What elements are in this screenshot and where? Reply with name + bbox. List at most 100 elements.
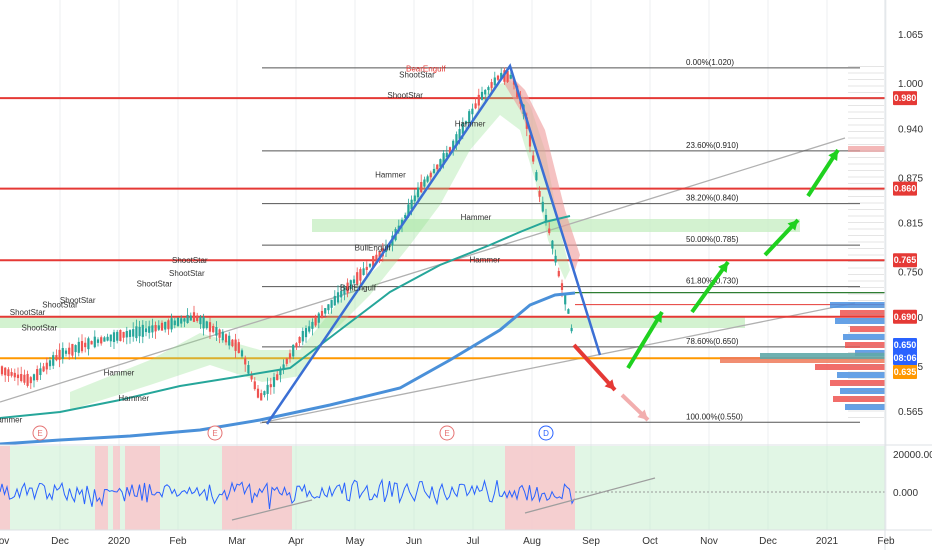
candle-body	[64, 350, 68, 354]
candle-body	[212, 325, 215, 333]
arrow-head	[637, 409, 648, 420]
earnings-marker-label: D	[543, 429, 549, 438]
candle-body	[496, 75, 500, 80]
candle-body	[80, 341, 84, 352]
candle-body	[189, 315, 192, 321]
down-arrow-faded	[620, 393, 650, 422]
volume-profile-text	[848, 378, 884, 379]
candle-body	[532, 155, 535, 162]
volume-profile-poc	[760, 353, 885, 359]
candle-body	[426, 176, 429, 182]
candle-body	[173, 320, 176, 326]
candle-body	[26, 373, 29, 386]
candle-body	[116, 331, 119, 341]
candle-body	[148, 326, 151, 333]
x-tick-label: Aug	[523, 536, 541, 547]
volume-profile-text	[848, 404, 884, 405]
up-arrow	[626, 310, 664, 370]
candle-body	[208, 322, 212, 332]
volume-profile-bar	[815, 364, 885, 370]
earnings-marker[interactable]	[538, 425, 554, 441]
price-badge-label: 08:06	[893, 353, 916, 363]
candle-body	[205, 321, 208, 329]
candle-body	[356, 272, 359, 285]
candle-body	[109, 334, 112, 342]
candle-body	[256, 388, 260, 398]
candle-body	[455, 134, 458, 146]
volume-profile-text	[848, 235, 884, 236]
earnings-marker[interactable]	[439, 425, 455, 441]
x-tick-label: Jul	[467, 536, 480, 547]
candle-body	[327, 304, 330, 311]
candle-pattern-label: ShootStar	[172, 256, 208, 265]
oscillator-trendline-2	[524, 477, 656, 514]
candle-body	[368, 263, 372, 267]
candle-body	[404, 214, 407, 218]
oscillator-zone	[113, 446, 120, 530]
candle-body	[375, 254, 378, 263]
volume-profile-text	[848, 144, 884, 145]
candle-body	[560, 283, 564, 290]
candle-body	[119, 330, 122, 342]
x-tick-label: Dec	[759, 536, 777, 547]
wave-trendline	[265, 63, 602, 425]
volume-profile-text	[848, 274, 884, 275]
candle-body	[234, 339, 237, 351]
oscillator-trendline	[231, 499, 313, 521]
candle-body	[324, 308, 327, 314]
candle-body	[317, 313, 320, 323]
earnings-marker[interactable]	[32, 425, 48, 441]
volume-profile-text	[848, 326, 884, 327]
candle-body	[372, 255, 375, 269]
volume-profile-text	[848, 196, 884, 197]
volume-profile-bar	[848, 146, 885, 152]
candle-body	[61, 347, 64, 359]
oscillator-tick-label: 20000.000	[893, 450, 932, 461]
candle-body	[330, 299, 333, 308]
candle-pattern-label: Hammer	[461, 213, 492, 222]
candle-body	[480, 91, 484, 100]
volume-profile-text	[848, 66, 884, 67]
candle-body	[436, 164, 439, 170]
volume-profile-text	[848, 319, 884, 321]
price-badge	[893, 253, 917, 268]
candle-body	[45, 362, 48, 370]
candle-pattern-label: BullEngulf	[355, 243, 392, 252]
candle-body	[58, 349, 61, 360]
candle-body	[301, 330, 304, 342]
candle-body	[68, 347, 71, 355]
volume-profile-bar	[840, 310, 885, 316]
candle-body	[288, 353, 292, 359]
fib-level-label: 78.60%(0.650)	[686, 337, 739, 346]
candle-body	[77, 341, 80, 353]
volume-profile-bar	[840, 388, 885, 394]
volume-profile-text	[848, 332, 884, 334]
volume-profile-text	[848, 215, 884, 217]
candle-body	[458, 129, 461, 139]
candle-pattern-label: ShootStar	[60, 296, 96, 305]
candle-body	[20, 374, 23, 382]
candle-pattern-label: ShootStar	[169, 269, 205, 278]
price-badge	[893, 365, 917, 379]
candle-body	[487, 87, 490, 91]
candle-body	[180, 318, 183, 324]
candle-body	[452, 140, 455, 150]
volume-profile-text	[848, 384, 884, 386]
candle-body	[176, 317, 180, 326]
volume-profile-text	[848, 189, 884, 191]
candle-body	[509, 74, 512, 79]
candle-body	[90, 341, 93, 345]
candle-pattern-label: ShootStar	[22, 323, 58, 332]
candle-pattern-label: Hammer	[0, 415, 23, 424]
candle-body	[170, 318, 173, 330]
up-arrow	[690, 260, 730, 314]
volume-profile-text	[848, 365, 884, 366]
candle-body	[493, 77, 496, 86]
earnings-marker[interactable]	[207, 425, 223, 441]
candle-body	[346, 282, 349, 293]
x-tick-label: 2020	[108, 536, 131, 547]
volume-profile-bar	[830, 380, 885, 386]
candle-body	[304, 328, 308, 338]
candle-body	[186, 314, 189, 323]
